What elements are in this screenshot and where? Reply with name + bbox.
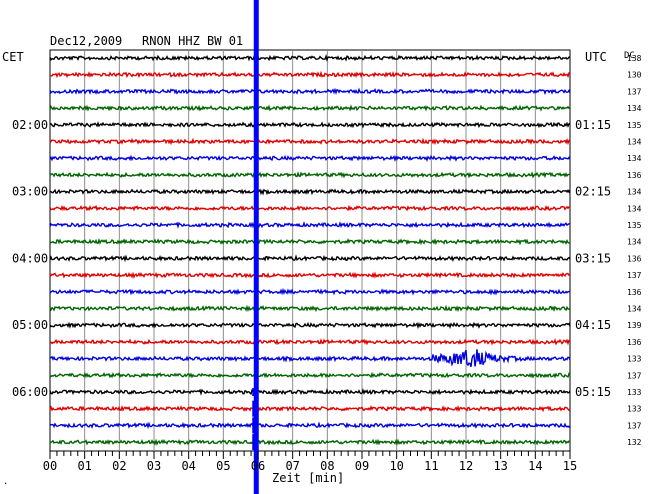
dc-value-label: 134 xyxy=(627,238,642,247)
x-tick-label: 02 xyxy=(112,459,126,473)
left-timezone-label: CET xyxy=(2,50,24,64)
trace-row-11 xyxy=(49,220,571,229)
x-tick-label: 00 xyxy=(43,459,57,473)
trace-row-1 xyxy=(49,54,571,63)
dc-value-label: 134 xyxy=(627,204,642,213)
trace-row-16 xyxy=(49,304,571,313)
header-station: RNON HHZ BW 01 xyxy=(142,34,243,48)
dc-value-label: 133 xyxy=(627,388,642,397)
x-tick-label: 03 xyxy=(147,459,161,473)
x-tick-label: 06 xyxy=(251,459,265,473)
x-tick-label: 08 xyxy=(320,459,334,473)
left-time-label: 03:00 xyxy=(12,185,48,199)
trace-row-22 xyxy=(49,404,571,413)
dc-value-label: 137 xyxy=(627,87,642,96)
x-tick-label: 12 xyxy=(459,459,473,473)
x-tick-label: 07 xyxy=(285,459,299,473)
trace-row-8 xyxy=(49,171,571,179)
dc-value-label: 134 xyxy=(627,104,642,113)
dc-value-label: 137 xyxy=(627,421,642,430)
trace-row-6 xyxy=(49,137,571,146)
dc-value-label: 137 xyxy=(627,271,642,280)
bottom-corner-mark: . xyxy=(3,477,8,487)
right-timezone-label: UTC xyxy=(585,50,607,64)
x-tick-label: 05 xyxy=(216,459,230,473)
dc-value-label: 130 xyxy=(627,71,642,80)
right-time-label: 03:15 xyxy=(575,251,611,265)
trace-row-20 xyxy=(49,371,571,379)
dc-value-label: 135 xyxy=(627,221,642,230)
dc-value-label: 133 xyxy=(627,355,642,364)
x-tick-label: 04 xyxy=(181,459,195,473)
chart-grid xyxy=(49,49,571,452)
dc-value-label: 134 xyxy=(627,188,642,197)
trace-row-24 xyxy=(49,438,571,446)
header-date: Dec12,2009 xyxy=(50,34,122,48)
trace-row-21 xyxy=(49,387,571,396)
trace-row-12 xyxy=(49,237,571,246)
right-time-label: 04:15 xyxy=(575,318,611,332)
x-tick-label: 01 xyxy=(77,459,91,473)
trace-row-13 xyxy=(49,254,571,263)
left-time-label: 05:00 xyxy=(12,318,48,332)
dc-value-label: 138 xyxy=(627,54,642,63)
x-tick-label: 14 xyxy=(528,459,542,473)
x-tick-label: 13 xyxy=(493,459,507,473)
dc-value-label: 137 xyxy=(627,371,642,380)
right-time-label: 02:15 xyxy=(575,185,611,199)
trace-row-10 xyxy=(49,204,571,212)
trace-row-7 xyxy=(49,154,571,163)
dc-value-label: 134 xyxy=(627,138,642,147)
trace-row-15 xyxy=(49,287,571,296)
dc-value-label: 134 xyxy=(627,154,642,163)
dc-value-label: 136 xyxy=(627,171,642,180)
chart-labels: 138 130 137 134 135 134 134 136 134 134 135 134 136 1… xyxy=(12,54,642,447)
plot-frame xyxy=(49,49,571,452)
dc-value-label: 136 xyxy=(627,288,642,297)
dc-value-label: 135 xyxy=(627,121,642,130)
trace-row-23 xyxy=(49,421,571,430)
left-time-label: 02:00 xyxy=(12,118,48,132)
trace-row-5 xyxy=(49,121,571,129)
dc-header-label: DC xyxy=(624,51,635,61)
trace-row-3 xyxy=(49,87,571,96)
left-time-label: 04:00 xyxy=(12,251,48,265)
trace-row-9 xyxy=(49,188,571,196)
right-time-label: 01:15 xyxy=(575,118,611,132)
seismic-traces xyxy=(49,0,571,494)
dc-value-label: 136 xyxy=(627,254,642,263)
left-time-label: 06:00 xyxy=(12,385,48,399)
trace-row-19 xyxy=(49,349,571,367)
x-axis-label: Zeit [min] xyxy=(272,471,344,485)
dc-value-label: 133 xyxy=(627,405,642,414)
dc-value-label: 136 xyxy=(627,338,642,347)
dc-value-label: 132 xyxy=(627,438,642,447)
dc-value-label: 139 xyxy=(627,321,642,330)
trace-row-2 xyxy=(49,70,571,79)
x-tick-label: 09 xyxy=(355,459,369,473)
trace-row-14 xyxy=(49,271,571,279)
trace-row-17 xyxy=(49,321,571,330)
right-time-label: 05:15 xyxy=(575,385,611,399)
dc-value-label: 134 xyxy=(627,305,642,314)
x-tick-label: 15 xyxy=(563,459,577,473)
trace-row-18 xyxy=(49,338,571,346)
x-tick-label: 10 xyxy=(389,459,403,473)
x-axis: 00 01 02 03 04 05 06 07 08 09 10 11 12 13 14 15 xyxy=(43,451,577,473)
trace-row-4 xyxy=(49,104,571,112)
x-tick-label: 11 xyxy=(424,459,438,473)
